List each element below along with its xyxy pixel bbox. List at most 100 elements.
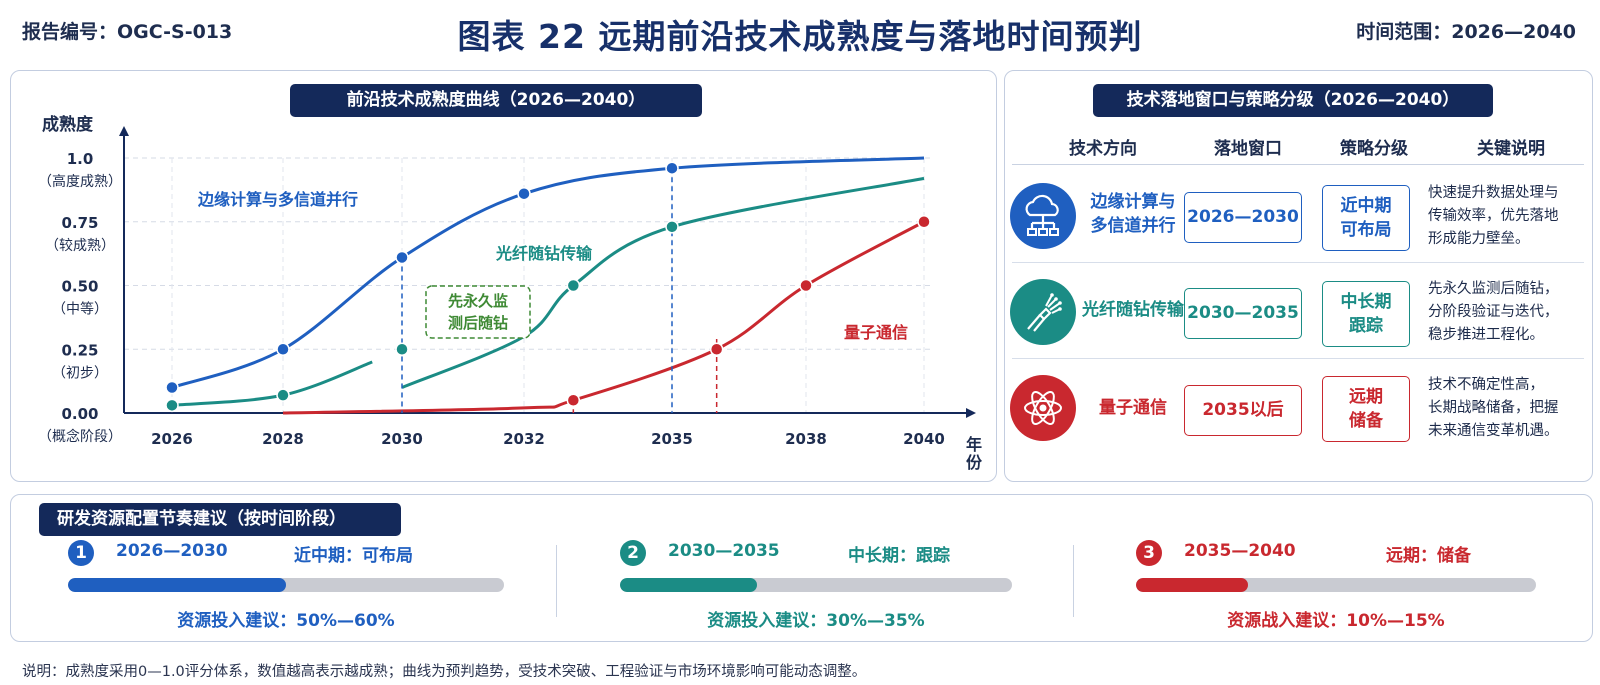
page-title: 图表 22 远期前沿技术成熟度与落地时间预判 [457, 17, 1143, 56]
note-line: 先永久监测后随钻， [1428, 281, 1559, 297]
stage-number-badge: 3 [1136, 540, 1162, 566]
x-axis-title: 份 [966, 453, 983, 472]
stage-period: 2035—2040 [1184, 541, 1296, 561]
table-header-window: 落地窗口 [1214, 139, 1282, 159]
data-point-quantum [917, 215, 931, 229]
cloud-network-icon [1010, 183, 1076, 249]
table-row-divider [1012, 358, 1584, 359]
x-tick-label: 2028 [262, 430, 304, 448]
y-tick-desc: （高度成熟） [38, 173, 122, 190]
y-tick-label: 0.75 [61, 214, 98, 232]
data-point-edge-computing [395, 250, 409, 265]
annotation-text: 先永久监 [448, 292, 508, 310]
resource-allocation-panel: 研发资源配置节奏建议（按时间阶段） [10, 494, 1593, 642]
stage-tag: 近中期：可布局 [294, 546, 413, 566]
x-tick-label: 2026 [151, 430, 193, 448]
y-tick-label: 0.25 [61, 341, 98, 359]
row-quantum-level: 远期 储备 [1322, 376, 1410, 442]
resource-panel-title: 研发资源配置节奏建议（按时间阶段） [39, 503, 401, 536]
data-point-fiber [276, 388, 290, 402]
stage-advice: 资源战入建议：10%—15% [1227, 611, 1445, 631]
y-tick-label: 1.0 [67, 150, 94, 168]
stage-advice: 资源投入建议：50%—60% [177, 611, 395, 631]
level-line: 跟踪 [1349, 316, 1383, 336]
stage-tag: 中长期：跟踪 [848, 546, 950, 566]
stage-number-badge: 2 [620, 540, 646, 566]
row-fiber-level: 中长期 跟踪 [1322, 281, 1410, 347]
stage-progress-fill [68, 578, 286, 592]
table-row-divider [1012, 262, 1584, 263]
note-line: 未来通信变革机遇。 [1428, 423, 1559, 439]
row-name-line: 多信道并行 [1090, 216, 1176, 236]
data-point-edge-computing [276, 342, 290, 356]
chart-panel-title: 前沿技术成熟度曲线（2026—2040） [290, 84, 702, 117]
series-label-fiber: 光纤随钻传输 [495, 244, 593, 263]
stage-period: 2030—2035 [668, 541, 780, 561]
stage-3: 3 2035—2040 远期：储备 资源战入建议：10%—15% [1136, 540, 1556, 631]
series-label-edge-computing: 边缘计算与多信道并行 [197, 190, 358, 209]
table-header-rule [1012, 164, 1584, 165]
level-line: 可布局 [1340, 220, 1392, 240]
stage-divider [556, 545, 557, 617]
stage-tag: 远期：储备 [1386, 546, 1471, 566]
level-line: 中长期 [1340, 292, 1392, 312]
stage-divider [1073, 545, 1074, 617]
x-tick-label: 2040 [903, 430, 945, 448]
row-fiber-window: 2030—2035 [1184, 288, 1302, 339]
note-line: 稳步推进工程化。 [1428, 327, 1544, 343]
table-header-level: 策略分级 [1340, 139, 1408, 159]
report-number: 报告编号：OGC-S-013 [22, 21, 233, 43]
x-tick-label: 2030 [381, 430, 423, 448]
note-line: 形成能力壁垒。 [1428, 231, 1530, 247]
data-point-quantum [566, 393, 581, 407]
x-axis-title: 年 [966, 435, 982, 454]
series-line-quantum [282, 220, 925, 415]
stage-progress-fill [620, 578, 758, 592]
x-tick-label: 2038 [785, 430, 827, 448]
table-header-direction: 技术方向 [1069, 139, 1137, 159]
y-tick-desc: （概念阶段） [38, 428, 122, 445]
annotation-text: 测后随钻 [448, 314, 508, 332]
data-point-fiber [165, 398, 179, 413]
x-axis-arrow [966, 408, 976, 418]
y-tick-label: 0.00 [61, 405, 98, 423]
y-tick-desc: （较成熟） [45, 238, 115, 254]
series-label-quantum: 量子通信 [844, 323, 908, 342]
level-line: 近中期 [1340, 196, 1392, 216]
note-line: 技术不确定性高， [1428, 377, 1544, 393]
annotation-box [425, 285, 531, 339]
stage-2: 2 2030—2035 中长期：跟踪 资源投入建议：30%—35% [620, 540, 1060, 631]
row-edge-computing-level: 近中期 可布局 [1322, 185, 1410, 251]
atom-icon [1010, 375, 1076, 441]
row-quantum-name: 量子通信 [1078, 396, 1188, 420]
level-line: 储备 [1349, 411, 1383, 431]
stage-progress-track [68, 578, 504, 592]
data-point-edge-computing [165, 380, 179, 395]
stage-1: 1 2026—2030 近中期：可布局 资源投入建议：50%—60% [68, 540, 508, 631]
note-line: 长期战略储备，把握 [1428, 400, 1559, 416]
y-tick-label: 0.50 [61, 278, 98, 296]
stage-period: 2026—2030 [116, 541, 228, 561]
data-point-fiber [395, 342, 409, 356]
stage-progress-track [1136, 578, 1536, 592]
data-point-fiber [566, 278, 581, 293]
y-tick-desc: （初步） [52, 364, 108, 381]
landing-window-panel: 技术落地窗口与策略分级（2026—2040） [1004, 70, 1593, 482]
table-header-note: 关键说明 [1477, 139, 1545, 159]
row-edge-computing-window: 2026—2030 [1184, 192, 1302, 243]
note-line: 传输效率，优先落地 [1428, 208, 1559, 224]
data-point-edge-computing [517, 186, 531, 201]
y-tick-desc: （中等） [52, 301, 108, 318]
data-point-edge-computing [665, 161, 679, 175]
stage-number-badge: 1 [68, 540, 94, 566]
row-name-line: 边缘计算与 [1090, 192, 1176, 212]
y-axis-title: 成熟度 [42, 114, 94, 135]
data-point-quantum [799, 278, 813, 293]
series-line-fiber [171, 360, 373, 407]
row-quantum-note: 技术不确定性高， 长期战略储备，把握 未来通信变革机遇。 [1428, 374, 1588, 443]
stage-progress-fill [1136, 578, 1248, 592]
row-fiber-note: 先永久监测后随钻， 分阶段验证与迭代， 稳步推进工程化。 [1428, 278, 1588, 347]
fiber-optic-icon [1010, 279, 1076, 345]
series-line-fiber [401, 176, 925, 389]
table-panel-title: 技术落地窗口与策略分级（2026—2040） [1093, 84, 1493, 117]
